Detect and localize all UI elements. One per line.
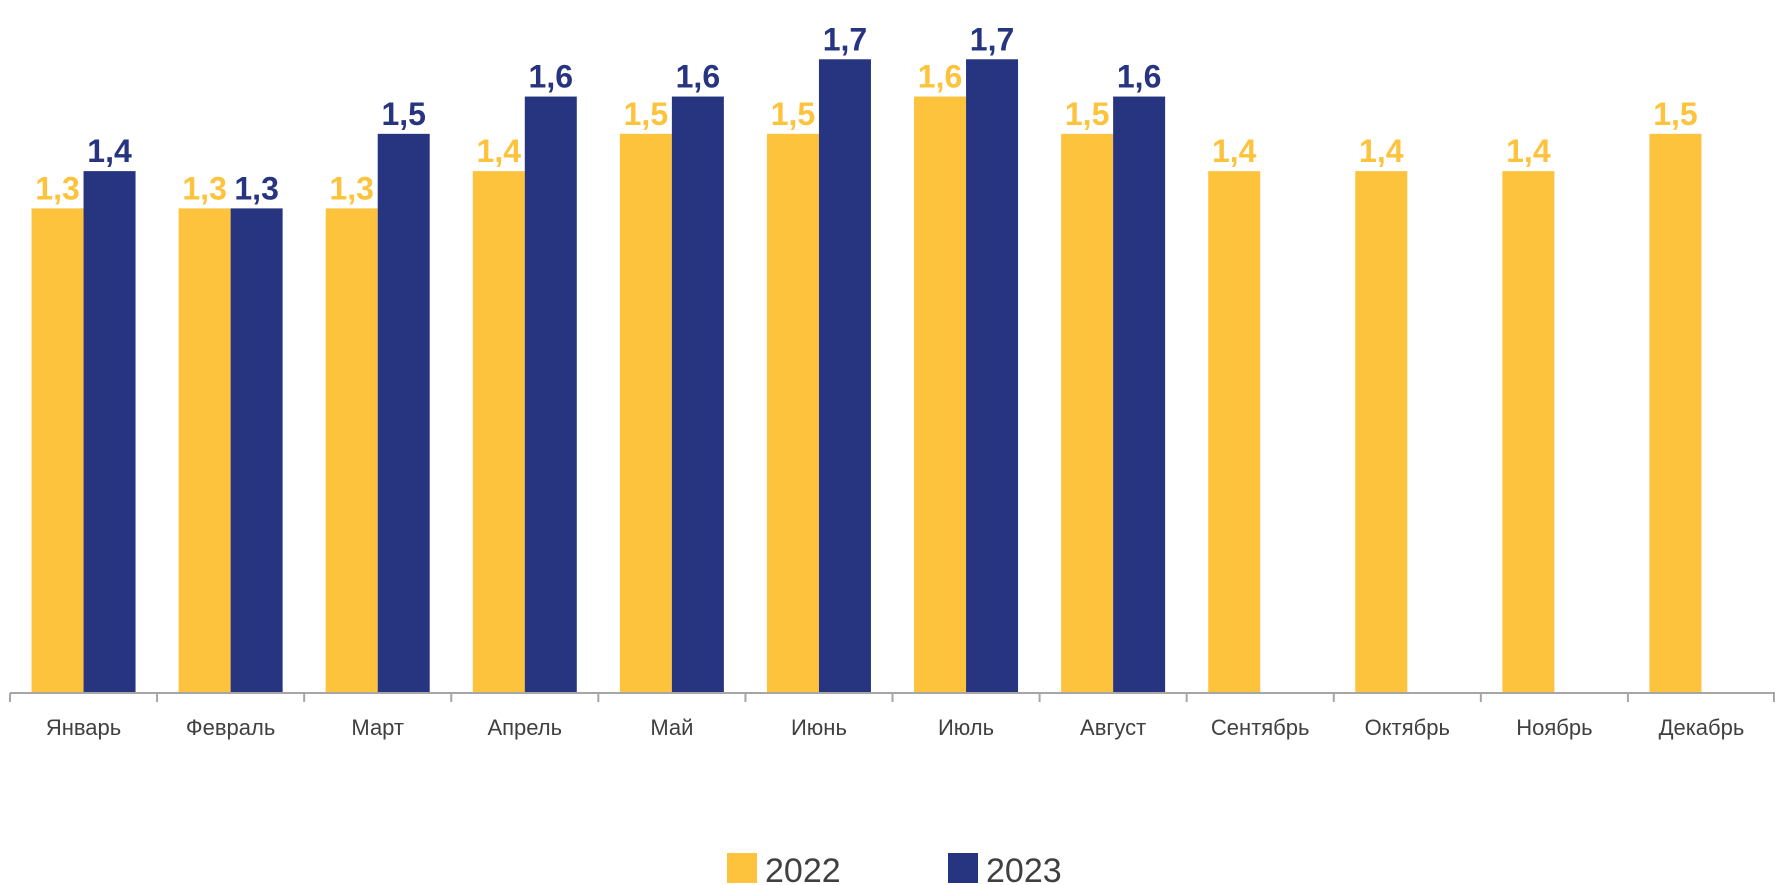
legend-swatch-2022 <box>727 853 757 883</box>
legend-label-2023: 2023 <box>986 852 1062 885</box>
bar-2022-9 <box>1208 171 1261 694</box>
bar-2022-3 <box>325 208 378 693</box>
data-label-2022-6: 1,5 <box>771 96 815 132</box>
bar-2022-1 <box>31 208 84 693</box>
data-label-2022-4: 1,4 <box>477 133 522 169</box>
x-tick-label-10: Октябрь <box>1365 715 1450 740</box>
data-label-2023-5: 1,6 <box>676 59 720 95</box>
bar-2022-12 <box>1649 133 1702 694</box>
bar-2023-4 <box>524 96 577 694</box>
data-label-2022-10: 1,4 <box>1359 133 1404 169</box>
data-label-2022-12: 1,5 <box>1653 96 1697 132</box>
legend-swatch-2023 <box>948 853 978 883</box>
data-label-2023-7: 1,7 <box>970 21 1014 57</box>
data-labels-layer: 1,31,41,3 1,3 1,31,51,41,61,51,61,51,71,61… <box>35 21 1697 206</box>
bar-2022-2 <box>178 208 231 693</box>
bar-2022-4 <box>472 171 525 694</box>
bar-2022-10 <box>1355 171 1408 694</box>
bar-2023-7 <box>966 59 1019 694</box>
data-label-2023-1: 1,4 <box>87 133 132 169</box>
x-tick-label-2: Февраль <box>186 715 275 740</box>
bar-2023-3 <box>377 133 430 694</box>
bar-2022-6 <box>766 133 819 694</box>
data-label-2023-6: 1,7 <box>823 21 867 57</box>
x-axis: Январь Февраль Март Апрель Май Июнь Июль Август… <box>9 692 1775 740</box>
data-label-2022-7: 1,6 <box>918 59 962 95</box>
bar-2023-6 <box>818 59 871 694</box>
x-tick-label-3: Март <box>351 715 404 740</box>
data-label-2022-3: 1,3 <box>329 170 373 206</box>
x-tick-label-11: Ноябрь <box>1516 715 1592 740</box>
x-tick-label-5: Май <box>650 715 693 740</box>
bar-2022-8 <box>1061 133 1114 694</box>
x-tick-label-6: Июнь <box>791 715 847 740</box>
legend: 2022 2023 <box>727 852 1062 885</box>
x-tick-label-4: Апрель <box>487 715 562 740</box>
data-label-2022-1: 1,3 <box>35 170 79 206</box>
bar-2022-5 <box>619 133 672 694</box>
bar-2023-8 <box>1113 96 1166 694</box>
bar-2023-5 <box>671 96 724 694</box>
data-label-2022-5: 1,5 <box>624 96 668 132</box>
bar-2023-1 <box>83 171 136 694</box>
x-tick-label-12: Декабрь <box>1659 715 1745 740</box>
x-tick-label-8: Август <box>1080 715 1146 740</box>
data-label-2023-8: 1,6 <box>1117 59 1161 95</box>
x-tick-label-1: Январь <box>46 715 121 740</box>
legend-label-2022: 2022 <box>765 852 841 885</box>
data-label-2022-2: 1,3 <box>182 170 226 206</box>
bar-2022-11 <box>1502 171 1555 694</box>
data-label-2022-8: 1,5 <box>1065 96 1109 132</box>
data-label-2022-11: 1,4 <box>1506 133 1551 169</box>
bars-layer <box>31 59 1702 694</box>
data-label-2023-3: 1,5 <box>381 96 425 132</box>
bar-2023-2 <box>230 208 283 693</box>
data-label-2023-2: 1,3 <box>234 170 278 206</box>
bar-2022-7 <box>914 96 967 694</box>
data-label-2022-9: 1,4 <box>1212 133 1257 169</box>
x-tick-label-9: Сентябрь <box>1211 715 1310 740</box>
data-label-2023-4: 1,6 <box>529 59 573 95</box>
x-tick-label-7: Июль <box>938 715 994 740</box>
